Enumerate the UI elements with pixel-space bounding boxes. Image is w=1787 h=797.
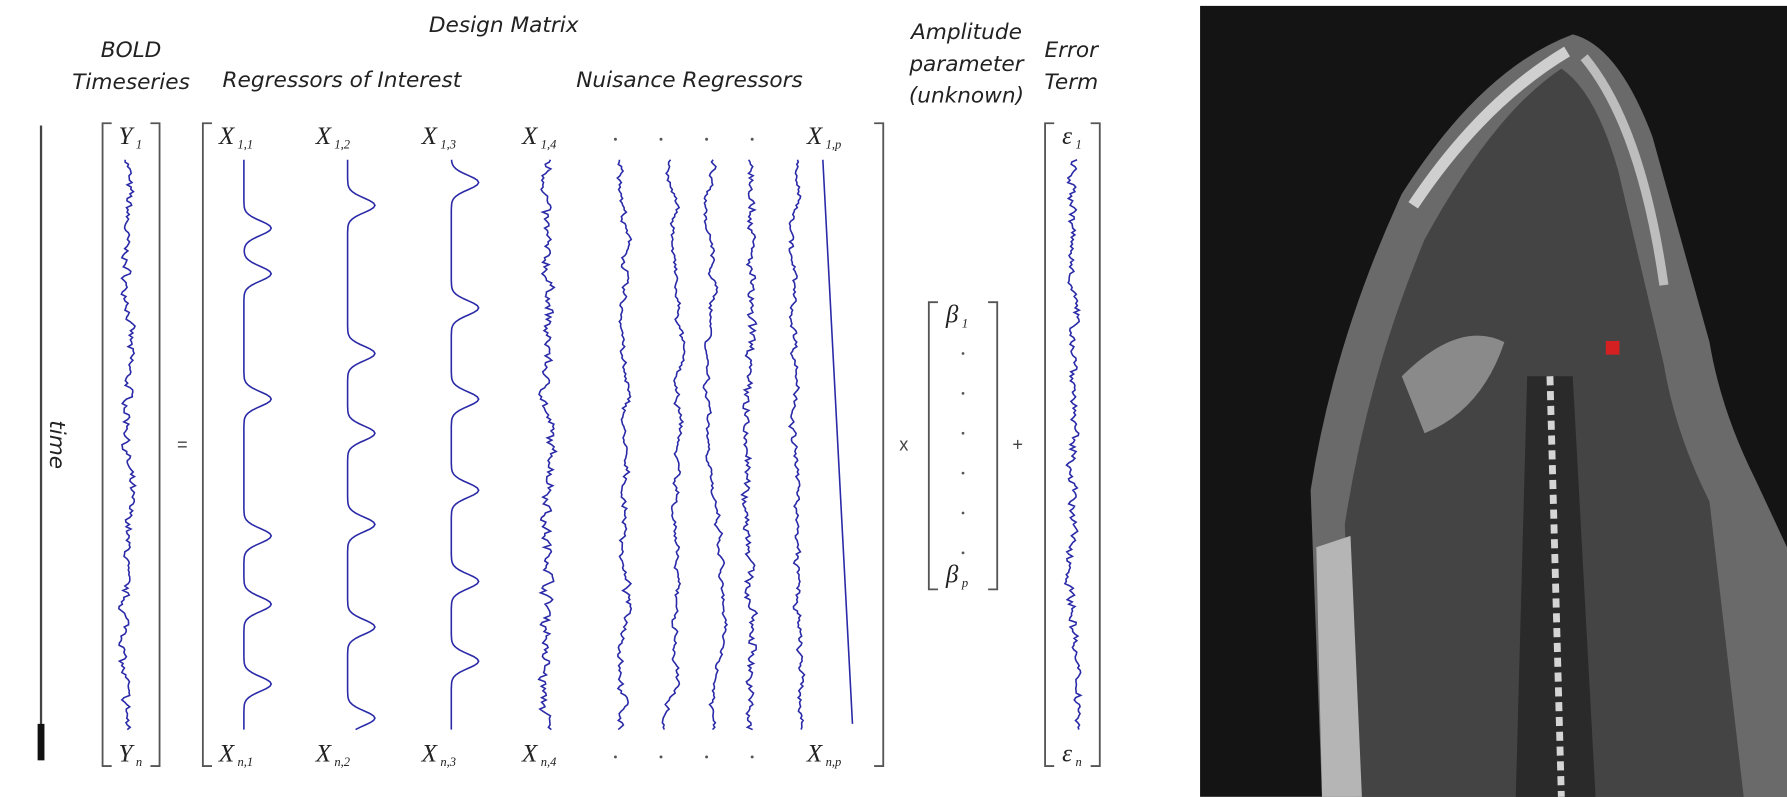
label-main: X — [521, 740, 539, 767]
label-sub: 1 — [136, 137, 142, 151]
label-sub: n — [136, 755, 142, 769]
label-main: X — [421, 740, 439, 767]
ellipsis-dot — [659, 755, 663, 759]
bold-signal — [117, 159, 137, 731]
bold-bracket — [101, 122, 161, 767]
ellipsis-dot — [961, 551, 965, 555]
matrix-label: X 1,3 — [421, 123, 456, 152]
ellipsis-dot — [961, 392, 965, 395]
ellipsis-dot — [961, 511, 965, 515]
matrix-label: X 1,1 — [218, 123, 253, 152]
label-sub: n,3 — [440, 755, 456, 769]
label-sub: n,4 — [541, 755, 557, 769]
label-sub: n — [1075, 755, 1081, 769]
ellipsis-dot — [659, 137, 663, 141]
label-main: β — [945, 302, 959, 329]
label-main: ε — [1062, 123, 1072, 150]
matrix-label: X 1,4 — [521, 123, 556, 152]
matrix-label: X 1,2 — [315, 123, 350, 152]
heading: BOLD — [101, 38, 162, 63]
error-bracket — [1044, 122, 1101, 767]
ellipsis-dot — [750, 755, 754, 759]
regressor — [346, 159, 376, 731]
label-sub: p — [961, 576, 968, 590]
regressor — [450, 159, 480, 730]
ellipsis-dot — [613, 755, 617, 759]
label-sub: n,2 — [334, 755, 350, 769]
nuisance — [702, 159, 729, 731]
operator: + — [1012, 433, 1023, 454]
label-main: ε — [1062, 740, 1072, 767]
heading: Nuisance Regressors — [576, 68, 803, 93]
time-label: time — [44, 420, 69, 469]
label-sub: 1,2 — [334, 137, 350, 151]
error-signal — [1063, 159, 1083, 730]
label-main: X — [315, 123, 333, 150]
label-main: Y — [119, 123, 136, 150]
heading: Amplitude — [909, 20, 1022, 45]
label-main: β — [945, 562, 959, 589]
label-sub: 1,1 — [238, 137, 254, 151]
ellipsis-dot — [961, 431, 965, 435]
heading: Error — [1044, 38, 1100, 63]
matrix-label: X 1,p — [806, 123, 841, 152]
nuisance — [537, 159, 558, 731]
label-main: X — [421, 123, 439, 150]
ellipsis-dot — [705, 137, 709, 141]
label-main: X — [218, 740, 236, 767]
label-main: X — [806, 740, 824, 767]
nuisance — [787, 159, 806, 730]
heading: Regressors of Interest — [223, 68, 463, 93]
ellipsis-dot — [750, 137, 754, 141]
heading: Design Matrix — [429, 13, 579, 38]
label-sub: 1,p — [826, 137, 842, 151]
label-main: X — [218, 123, 236, 150]
label-sub: 1 — [1075, 137, 1081, 151]
label-sub: n,p — [826, 755, 842, 769]
time-arrow-head — [37, 723, 45, 761]
heading: (unknown) — [909, 84, 1024, 109]
design-bracket — [201, 122, 885, 767]
label-main: X — [806, 123, 824, 150]
label-sub: 1 — [962, 316, 968, 330]
operator: = — [177, 433, 188, 454]
nuisance — [661, 159, 686, 730]
label-sub: 1,3 — [440, 137, 456, 151]
ellipsis-dot — [705, 755, 709, 759]
heading: Term — [1044, 70, 1098, 95]
label-main: X — [521, 123, 539, 150]
heading: parameter — [908, 52, 1025, 77]
mri-image — [1200, 5, 1787, 797]
label-sub: n,1 — [238, 755, 254, 769]
operator: x — [899, 433, 908, 454]
nuisance — [616, 159, 633, 731]
beta-bracket — [927, 301, 999, 591]
label-sub: 1,4 — [541, 137, 557, 151]
label-main: X — [315, 740, 333, 767]
nuisance — [740, 159, 759, 731]
ellipsis-dot — [961, 471, 965, 475]
linear-trend — [822, 159, 854, 724]
label-main: Y — [119, 740, 136, 767]
regressor — [243, 159, 273, 730]
ellipsis-dot — [961, 352, 965, 355]
heading: Timeseries — [72, 70, 190, 95]
ellipsis-dot — [613, 137, 617, 141]
